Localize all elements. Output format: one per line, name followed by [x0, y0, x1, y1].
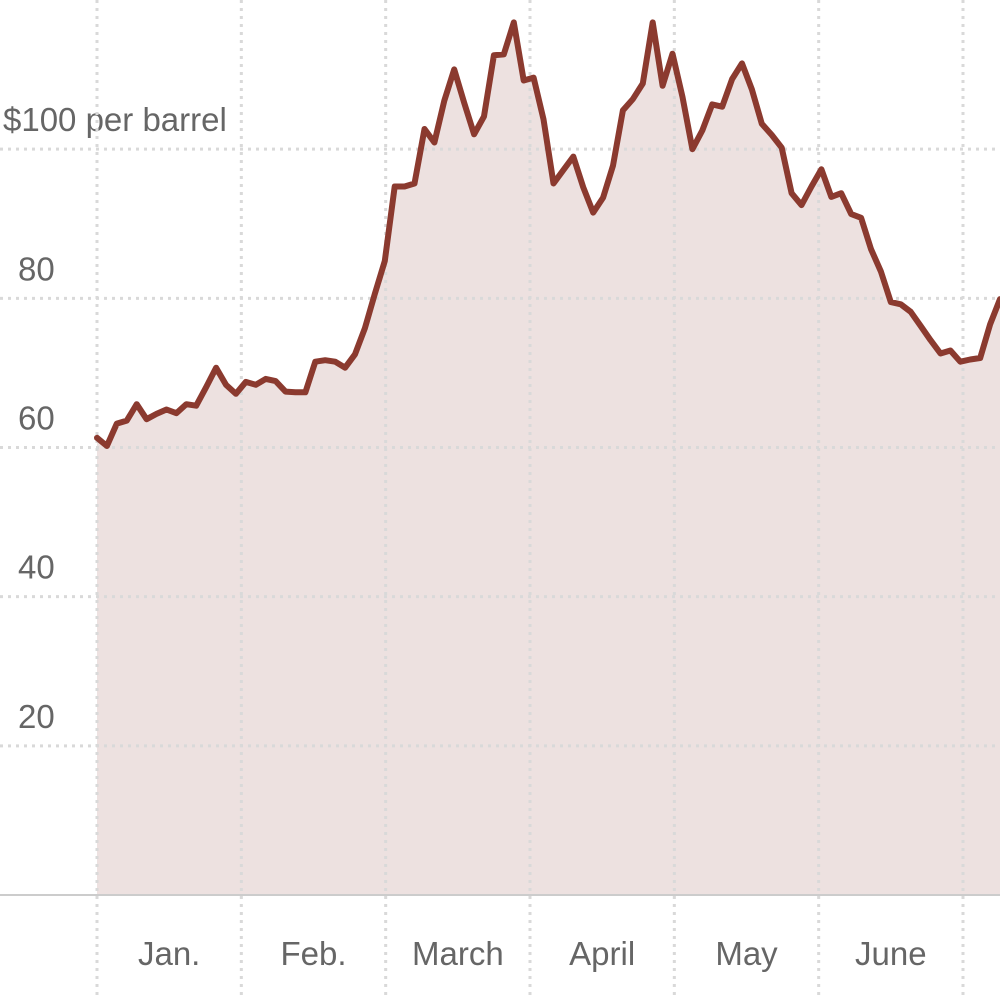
x-tick-label: Feb.	[280, 935, 346, 972]
y-tick-label: $100 per barrel	[3, 101, 227, 138]
x-tick-label: Jan.	[138, 935, 200, 972]
x-tick-label: June	[855, 935, 927, 972]
y-tick-label: 20	[18, 698, 55, 735]
y-tick-label: 80	[18, 250, 55, 287]
y-tick-label: 40	[18, 549, 55, 586]
x-tick-label: April	[569, 935, 635, 972]
line	[94, 19, 1000, 449]
x-tick-label: May	[715, 935, 778, 972]
area	[97, 22, 1000, 895]
y-tick-label: 60	[18, 400, 55, 437]
x-tick-label: March	[412, 935, 504, 972]
